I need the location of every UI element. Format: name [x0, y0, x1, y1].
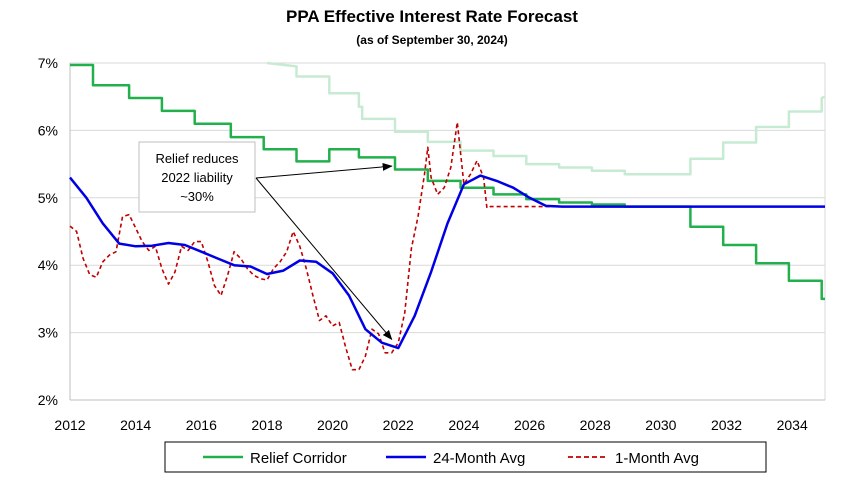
x-tick-label-2014: 2014 — [120, 417, 151, 433]
legend-label-1-month-avg: 1-Month Avg — [615, 450, 699, 467]
y-tick-label-2: 2% — [38, 392, 58, 408]
x-tick-label-2026: 2026 — [514, 417, 545, 433]
x-tick-label-2022: 2022 — [383, 417, 414, 433]
series-relief-corridor-upper — [266, 61, 826, 176]
annotation-arrow-2 — [255, 177, 393, 341]
x-tick-label-2032: 2032 — [711, 417, 742, 433]
x-tick-label-2012: 2012 — [54, 417, 85, 433]
y-tick-label-7: 7% — [38, 55, 58, 71]
annotation-line-1: Relief reduces — [155, 151, 239, 166]
legend-label-relief-corridor: Relief Corridor — [250, 450, 347, 467]
x-tick-label-2018: 2018 — [251, 417, 282, 433]
grid-lines — [69, 62, 826, 401]
y-tick-label-6: 6% — [38, 122, 58, 138]
annotation-line-2: 2022 liability — [161, 170, 233, 185]
annotation-arrow-1 — [255, 162, 393, 179]
x-tick-label-2034: 2034 — [777, 417, 808, 433]
y-tick-label-4: 4% — [38, 257, 58, 273]
x-tick-label-2020: 2020 — [317, 417, 348, 433]
legend: Relief Corridor 24-Month Avg 1-Month Avg — [164, 441, 767, 473]
series-24-month-avg — [69, 174, 825, 350]
annotation: Relief reduces 2022 liability ~30% — [138, 141, 393, 341]
y-tick-label-3: 3% — [38, 325, 58, 341]
x-tick-label-2016: 2016 — [186, 417, 217, 433]
annotation-arrows — [255, 162, 393, 341]
legend-box — [164, 441, 767, 473]
annotation-line-3: ~30% — [180, 189, 214, 204]
y-axis-ticks: 2% 3% 4% 5% 6% 7% — [38, 55, 58, 408]
x-tick-label-2028: 2028 — [580, 417, 611, 433]
series-lines — [69, 61, 826, 371]
x-axis-ticks: 2012 2014 2016 2018 2020 2022 2024 2026 2028 2030… — [54, 417, 808, 433]
chart-title: PPA Effective Interest Rate Forecast — [286, 7, 578, 26]
y-tick-label-5: 5% — [38, 190, 58, 206]
x-tick-label-2030: 2030 — [645, 417, 676, 433]
series-relief-corridor — [70, 63, 825, 301]
chart-subtitle: (as of September 30, 2024) — [356, 33, 507, 47]
annotation-box — [138, 141, 256, 213]
x-tick-label-2024: 2024 — [448, 417, 479, 433]
legend-label-24-month-avg: 24-Month Avg — [433, 450, 525, 467]
series-1-month-avg — [69, 121, 825, 371]
